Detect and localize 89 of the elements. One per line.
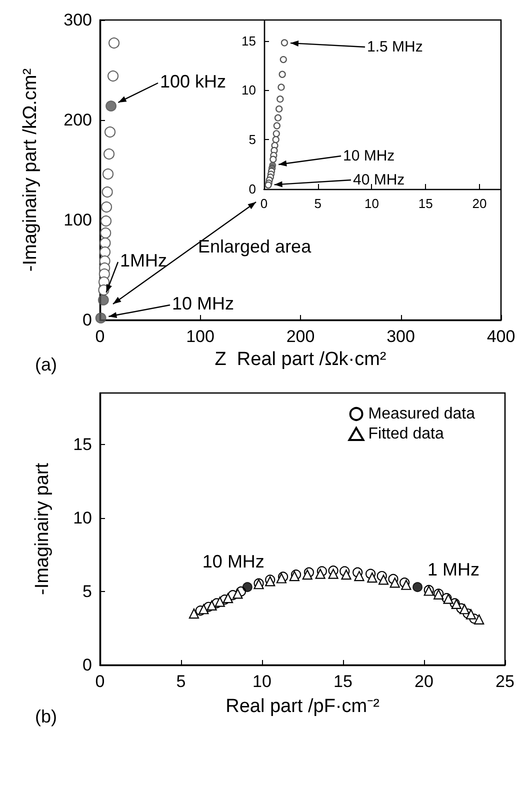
point	[99, 246, 111, 258]
x-tick-label: 20	[414, 672, 434, 691]
point	[108, 37, 120, 49]
point	[390, 578, 400, 588]
annotation: 1MHz	[120, 250, 168, 270]
point	[104, 126, 116, 138]
x-tick-label: 0	[95, 672, 105, 691]
annotation: 40 MHz	[353, 172, 405, 188]
point	[341, 570, 352, 580]
point	[188, 608, 200, 619]
point	[100, 201, 112, 213]
y-tick-label: 0	[82, 656, 92, 674]
legend-label: Fitted data	[368, 426, 444, 442]
annotation: 10 MHz	[202, 552, 264, 572]
y-axis-title: -Imaginairy part	[32, 462, 53, 595]
point	[102, 168, 114, 180]
point	[222, 593, 234, 604]
legend-label: Measured data	[368, 406, 476, 422]
point	[276, 105, 283, 112]
y-tick-label: 0	[248, 182, 256, 196]
point	[98, 294, 109, 306]
y-tick-label: 200	[64, 110, 92, 130]
point	[274, 114, 282, 122]
x-tick-label: 15	[334, 672, 352, 691]
y-tick-label: 300	[64, 10, 92, 30]
point	[302, 570, 312, 580]
point	[107, 70, 119, 82]
x-tick-label: 400	[486, 327, 516, 346]
point	[102, 186, 113, 198]
point	[198, 604, 209, 614]
point	[280, 39, 288, 46]
point	[106, 100, 117, 112]
y-tick-label: 100	[64, 210, 92, 230]
y-tick-label: 15	[242, 33, 256, 48]
annotation: 1 MHz	[428, 560, 480, 580]
annotation: 10 MHz	[343, 148, 395, 164]
x-tick-label: 25	[496, 672, 514, 691]
annotation: 100 kHz	[160, 72, 226, 92]
point	[278, 70, 286, 78]
x-tick-label: 5	[176, 672, 186, 691]
point	[328, 568, 338, 579]
x-tick-label: 300	[386, 327, 415, 346]
point	[412, 582, 423, 592]
point	[269, 162, 276, 169]
y-tick-label: 5	[248, 132, 256, 148]
y-tick-label: 10	[242, 82, 256, 98]
point	[474, 614, 484, 624]
text: (b)	[35, 706, 57, 726]
x-tick-label: 10	[364, 196, 379, 211]
annotation: Enlarged area	[198, 236, 312, 256]
text: (a)	[35, 354, 57, 374]
point	[232, 588, 243, 599]
point	[100, 237, 111, 249]
point	[459, 604, 470, 614]
y-tick-label: 0	[82, 310, 92, 330]
point	[354, 571, 364, 582]
x-tick-label: 5	[314, 196, 322, 211]
point	[270, 156, 277, 163]
y-tick-label: 5	[82, 582, 92, 601]
point	[466, 609, 476, 620]
x-tick-label: 15	[418, 196, 433, 211]
point	[278, 84, 285, 91]
point	[100, 227, 112, 239]
point	[100, 215, 112, 227]
y-tick-label: 10	[73, 508, 92, 528]
point	[242, 582, 252, 592]
x-tick-label: 200	[286, 327, 315, 346]
point	[272, 130, 280, 138]
x-tick-label: 0	[260, 196, 268, 211]
x-axis-title: Z Real part /Ωk·cm²	[214, 349, 386, 370]
y-tick-label: 15	[73, 434, 92, 454]
point	[280, 56, 287, 64]
annotation: 10 MHz	[172, 294, 234, 314]
x-tick-label: 20	[472, 196, 487, 211]
x-axis-title: Real part /pF·cm⁻²	[226, 696, 380, 717]
annotation: 1.5 MHz	[367, 38, 423, 56]
point	[103, 148, 115, 160]
point	[214, 596, 225, 607]
x-tick-label: 0	[95, 327, 105, 346]
point	[315, 568, 326, 579]
x-tick-label: 100	[186, 327, 214, 346]
point	[367, 572, 378, 583]
point	[95, 312, 106, 324]
point	[273, 122, 280, 130]
point	[276, 96, 284, 103]
point	[272, 136, 280, 144]
y-axis-title: -Imaginairy part /kΩ.cm²	[20, 68, 41, 272]
point	[378, 574, 389, 585]
point	[206, 600, 217, 611]
